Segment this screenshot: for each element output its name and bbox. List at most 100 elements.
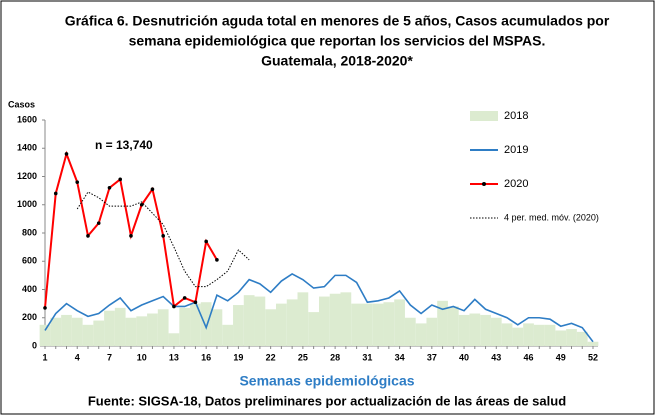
bar (168, 333, 180, 346)
x-tick-label: 22 (266, 352, 276, 362)
bar (372, 303, 384, 346)
bar (426, 317, 438, 346)
marker (129, 234, 133, 238)
bar (576, 331, 588, 346)
title-line: Gráfica 6. Desnutrición aguda total en m… (65, 13, 610, 29)
bar (157, 309, 169, 346)
bar (50, 317, 62, 346)
y-tick-label: 1400 (17, 143, 37, 153)
bar (147, 313, 158, 346)
bar (447, 306, 459, 346)
x-tick-label: 19 (233, 352, 243, 362)
x-axis-label: Semanas epidemiológicas (239, 373, 414, 389)
marker (86, 234, 90, 238)
bar (200, 302, 212, 346)
x-tick-label: 37 (427, 352, 437, 362)
bar (286, 299, 298, 346)
bar (297, 292, 309, 346)
y-tick-label: 400 (22, 284, 37, 294)
bar (125, 317, 137, 346)
bar (383, 302, 395, 346)
legend-label: 2020 (504, 178, 528, 190)
x-tick-label: 31 (362, 352, 372, 362)
legend-swatch (470, 111, 498, 121)
bar (190, 303, 201, 346)
y-tick-label: 600 (22, 256, 37, 266)
bar (104, 310, 115, 346)
bar (437, 300, 448, 346)
bar (254, 296, 266, 346)
bar (82, 324, 94, 346)
bar (340, 292, 352, 346)
bar (179, 307, 191, 346)
bar (243, 295, 255, 346)
x-tick-label: 49 (556, 352, 566, 362)
bar (415, 323, 427, 346)
y-tick-label: 1600 (17, 114, 37, 124)
bar (71, 317, 83, 346)
x-tick-label: 28 (330, 352, 340, 362)
x-tick-label: 16 (201, 352, 211, 362)
bar (490, 317, 502, 346)
bar (587, 341, 599, 346)
legend-label: 2018 (504, 110, 528, 122)
marker (161, 234, 165, 238)
bar (233, 305, 244, 346)
y-tick-label: 200 (22, 312, 37, 322)
bar (136, 316, 148, 346)
title-line: semana epidemiológica que reportan los s… (129, 33, 546, 49)
line (44, 273, 594, 343)
x-tick-label: 52 (588, 352, 598, 362)
bar (469, 313, 481, 346)
legend-marker (482, 182, 486, 186)
x-tick-label: 7 (107, 352, 112, 362)
y-tick-label: 0 (32, 340, 37, 350)
x-tick-label: 46 (524, 352, 534, 362)
x-tick-label: 43 (491, 352, 501, 362)
annotation: n = 13,740 (95, 138, 153, 152)
bar (61, 314, 72, 346)
bar (93, 320, 105, 346)
bar (544, 324, 556, 346)
x-tick-label: 10 (137, 352, 147, 362)
y-tick-label: 1000 (17, 199, 37, 209)
marker (64, 152, 69, 156)
x-tick-label: 4 (75, 352, 80, 362)
marker (118, 177, 123, 182)
bar (329, 293, 341, 346)
x-tick-label: 25 (298, 352, 308, 362)
bar (319, 296, 330, 346)
marker (204, 239, 208, 244)
legend-label: 4 per. med. móv. (2020) (504, 212, 599, 222)
x-tick-label: 1 (42, 352, 47, 362)
marker (193, 300, 198, 305)
bar (114, 307, 126, 346)
marker (182, 296, 187, 300)
y-tick-label: 1200 (17, 171, 37, 181)
bar (501, 323, 513, 346)
bar (566, 329, 577, 346)
marker (107, 186, 112, 190)
x-tick-label: 40 (459, 352, 469, 362)
bar (512, 327, 524, 346)
marker (172, 304, 176, 309)
bar (276, 303, 287, 346)
bar (265, 309, 277, 346)
marker (139, 202, 144, 207)
title-line: Guatemala, 2018-2020* (261, 53, 413, 69)
bar (39, 324, 51, 346)
bar (351, 303, 362, 346)
marker (43, 306, 47, 310)
marker (150, 187, 155, 192)
bar (361, 303, 373, 346)
source: Fuente: SIGSA-18, Datos preliminares por… (88, 393, 566, 408)
bar (555, 330, 567, 346)
bar (211, 309, 223, 346)
bar (458, 314, 470, 346)
marker (215, 258, 219, 262)
y-tick-label: 800 (22, 227, 37, 237)
bar (308, 312, 319, 346)
marker (96, 221, 101, 225)
bar (533, 324, 545, 346)
